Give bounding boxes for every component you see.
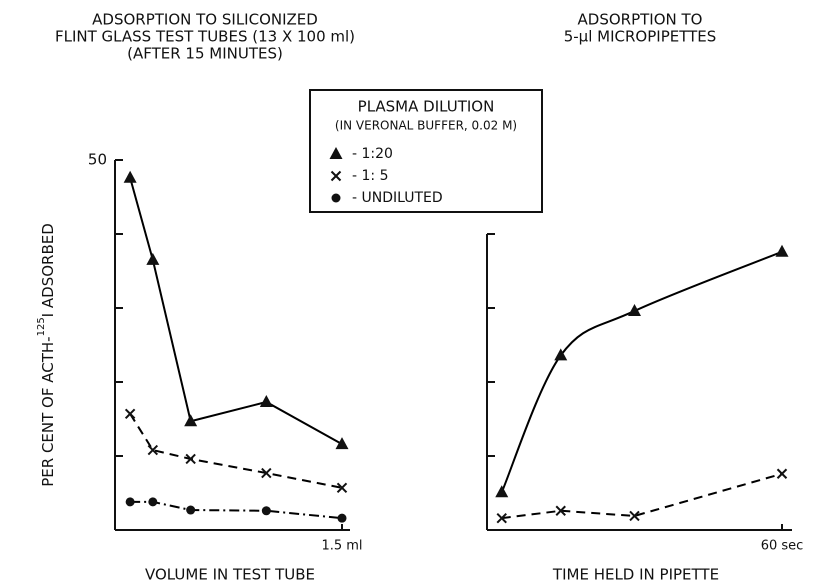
circle-marker xyxy=(186,505,196,515)
legend-subtitle: (IN VERONAL BUFFER, 0.02 M) xyxy=(335,119,517,133)
circle-marker xyxy=(261,506,271,516)
y-label-part: PER CENT OF ACTH- xyxy=(39,336,57,486)
triangle-marker xyxy=(259,394,273,407)
cross-marker xyxy=(185,453,196,465)
cross-marker xyxy=(555,505,566,516)
cross-marker xyxy=(147,444,159,456)
panel-title: ADSORPTION TO SILICONIZED xyxy=(92,11,318,29)
legend-marker xyxy=(330,170,342,182)
series-line xyxy=(129,413,343,489)
cross-stroke xyxy=(261,467,272,479)
panel-title: 5-µl MICROPIPETTES xyxy=(564,28,717,46)
triangle-marker xyxy=(335,437,349,450)
cross-marker xyxy=(336,482,348,494)
cross-marker xyxy=(124,408,136,420)
x-tick-label: 1.5 ml xyxy=(321,539,362,554)
y-tick-label: 50 xyxy=(88,151,107,169)
panel-title: ADSORPTION TO xyxy=(578,11,703,29)
circle-marker xyxy=(125,497,135,507)
cross-stroke xyxy=(124,408,136,420)
y-axis-label: PER CENT OF ACTH-125I ADSORBED xyxy=(36,223,57,487)
cross-stroke xyxy=(336,482,348,494)
triangle-marker xyxy=(184,414,198,427)
series-line xyxy=(500,250,783,493)
legend-entry: - 1:20 xyxy=(352,146,393,162)
x-axis-label: TIME HELD IN PIPETTE xyxy=(552,566,719,584)
triangle-marker xyxy=(495,485,509,498)
y-label-superscript: 125 xyxy=(36,317,47,336)
cross-stroke xyxy=(330,170,342,182)
legend-entry: - UNDILUTED xyxy=(352,190,443,206)
cross-marker xyxy=(261,467,272,479)
legend-title: PLASMA DILUTION xyxy=(358,98,495,116)
cross-stroke xyxy=(555,505,566,516)
cross-stroke xyxy=(496,512,507,524)
triangle-marker xyxy=(123,170,137,183)
x-axis-label: VOLUME IN TEST TUBE xyxy=(145,566,315,584)
triangle-marker xyxy=(628,303,641,316)
legend-entry: - 1: 5 xyxy=(352,168,388,184)
triangle-marker xyxy=(146,252,160,265)
circle-marker xyxy=(148,497,158,507)
x-tick-label: 60 sec xyxy=(761,539,804,554)
legend-box xyxy=(309,89,543,213)
panel-title: (AFTER 15 MINUTES) xyxy=(127,45,283,63)
cross-marker xyxy=(629,510,640,522)
y-label-part: I ADSORBED xyxy=(39,223,57,317)
series-line xyxy=(130,500,343,520)
cross-marker xyxy=(496,512,507,524)
cross-stroke xyxy=(147,444,159,456)
cross-stroke xyxy=(185,453,196,465)
cross-marker xyxy=(776,468,788,479)
triangle-marker xyxy=(554,348,568,361)
panel-title: FLINT GLASS TEST TUBES (13 X 100 ml) xyxy=(55,28,355,46)
triangle-marker xyxy=(775,244,789,257)
legend-marker xyxy=(329,147,343,159)
cross-stroke xyxy=(629,510,640,522)
series-line xyxy=(501,472,783,520)
legend-marker xyxy=(331,193,341,203)
cross-stroke xyxy=(776,468,788,479)
circle-marker xyxy=(337,513,347,523)
series-line xyxy=(129,177,343,446)
